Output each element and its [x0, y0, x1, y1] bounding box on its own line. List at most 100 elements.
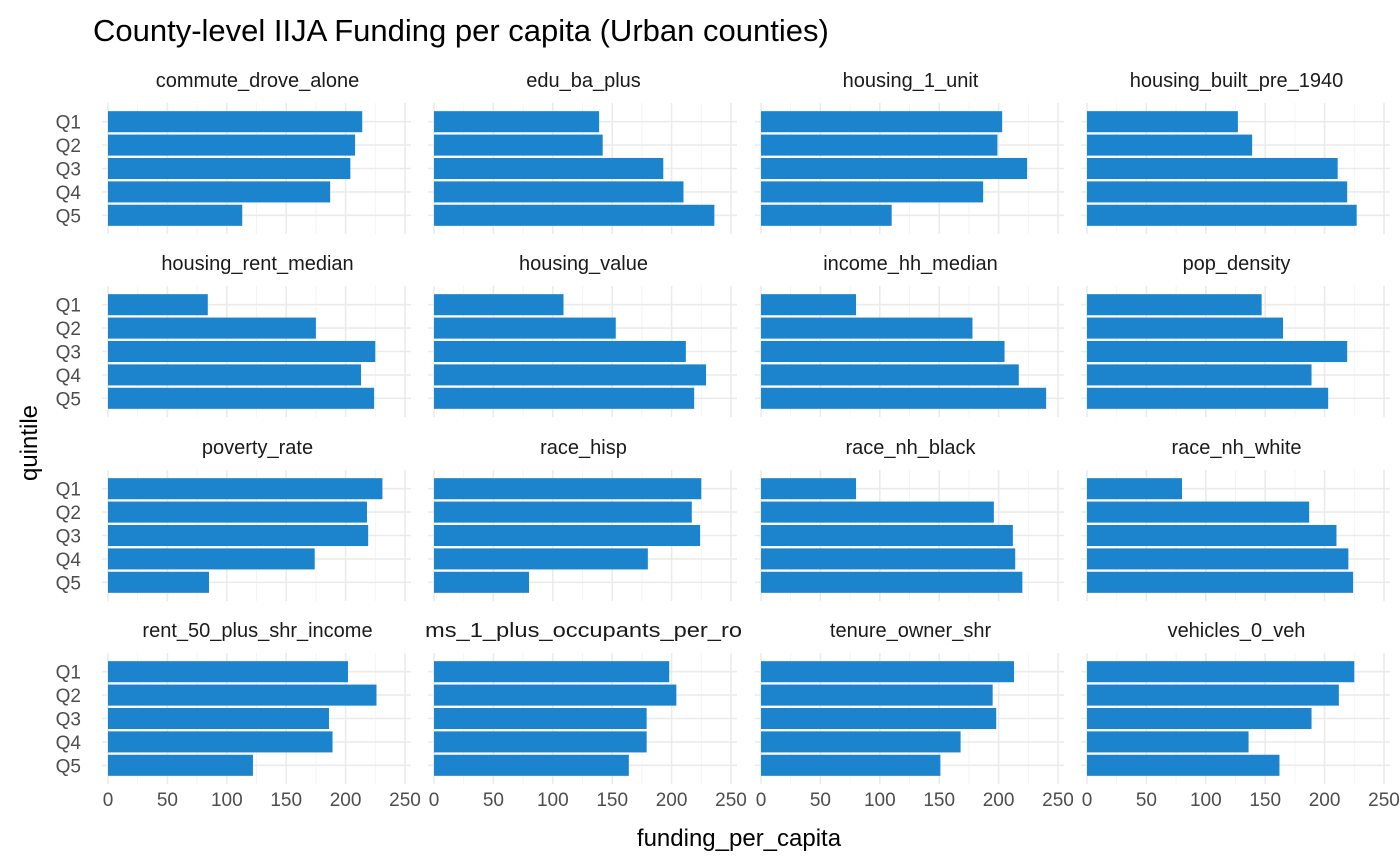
bar [434, 204, 715, 226]
y-tick-label: Q3 [56, 343, 81, 364]
facet-panel: housing_built_pre_1940 [1081, 70, 1390, 234]
x-tick-label: 0 [103, 790, 114, 811]
y-tick-label: Q1 [56, 480, 81, 501]
bar [1087, 340, 1348, 363]
facet-strip-label: income_hh_median [823, 253, 998, 275]
bar [434, 501, 692, 523]
facet-strip-label: housing_built_pre_1940 [1130, 70, 1344, 92]
facet-panel: housing_1_unit [755, 70, 1064, 234]
bar [108, 684, 377, 706]
bar [761, 340, 1005, 363]
bar [434, 340, 686, 363]
bar [108, 707, 329, 730]
x-tick-label: 0 [756, 790, 767, 811]
bar [108, 111, 363, 133]
x-axis-title: funding_per_capita [637, 825, 842, 852]
bar [761, 754, 941, 776]
bar [761, 134, 998, 156]
y-tick-label: Q3 [56, 710, 81, 731]
facet-panel: edu_ba_plus [428, 70, 737, 234]
x-tick-label: 50 [1136, 790, 1157, 811]
facet-strip-label: rent_50_plus_shr_income [142, 620, 372, 642]
bar [108, 340, 376, 363]
facet-panel: housing_value [428, 253, 737, 417]
bar [761, 294, 857, 316]
bar [108, 294, 208, 316]
x-tick-label: 100 [1190, 790, 1222, 811]
y-tick-label: Q3 [56, 527, 81, 548]
bar [1087, 524, 1337, 547]
facet-strip-label: housing_1_unit [843, 70, 979, 92]
x-tick-label: 250 [1368, 790, 1400, 811]
bar [434, 754, 629, 776]
x-tick-label: 200 [983, 790, 1015, 811]
bar [434, 478, 702, 500]
bar [761, 524, 1013, 547]
facet-strip-label: commute_drove_alone [156, 70, 359, 92]
bar [761, 157, 1028, 180]
bar [761, 317, 973, 339]
x-tick-label: 150 [1249, 790, 1281, 811]
bar [1087, 731, 1249, 753]
bar [108, 134, 356, 156]
x-tick-label: 50 [157, 790, 178, 811]
bar [108, 524, 369, 547]
facet-panel: race_nh_white [1081, 437, 1390, 601]
y-tick-label: Q2 [56, 136, 81, 157]
bar [1087, 134, 1253, 156]
facet-strip-label: ms_1_plus_occupants_per_ro [425, 620, 742, 642]
bar [108, 661, 348, 683]
bar [1087, 707, 1312, 730]
y-tick-label: Q5 [56, 756, 81, 777]
bar [108, 731, 333, 753]
bar [761, 478, 857, 500]
facet-strip-label: race_nh_white [1171, 437, 1301, 459]
bar [761, 661, 1015, 683]
y-tick-label: Q5 [56, 206, 81, 227]
bar [761, 684, 993, 706]
x-tick-label: 250 [389, 790, 421, 811]
bar [434, 294, 564, 316]
bar [434, 524, 701, 547]
x-tick-label: 200 [1309, 790, 1341, 811]
facet-strip-label: edu_ba_plus [526, 70, 641, 92]
x-tick-label: 250 [715, 790, 747, 811]
bar [761, 548, 1016, 570]
facet-panel: income_hh_median [755, 253, 1064, 417]
bar [108, 317, 316, 339]
bar [434, 181, 684, 203]
bar [1087, 501, 1310, 523]
bar [434, 548, 648, 570]
facet-panel: vehicles_0_veh 0 50 100 150 200 250 [1081, 620, 1400, 811]
bar [108, 478, 383, 500]
x-tick-label: 150 [923, 790, 955, 811]
facet-panel: race_hisp [428, 437, 737, 601]
x-tick-label: 100 [211, 790, 243, 811]
y-tick-label: Q1 [56, 296, 81, 317]
x-tick-label: 200 [330, 790, 362, 811]
bar [434, 111, 600, 133]
bar [434, 134, 603, 156]
bar [761, 181, 984, 203]
bar [1087, 111, 1238, 133]
y-tick-label: Q5 [56, 389, 81, 410]
bar [434, 731, 647, 753]
y-tick-label: Q1 [56, 113, 81, 134]
x-tick-label: 0 [1082, 790, 1093, 811]
bar [108, 754, 253, 776]
bar [1087, 754, 1280, 776]
bar [761, 707, 997, 730]
y-tick-label: Q2 [56, 503, 81, 524]
x-tick-label: 50 [810, 790, 831, 811]
facet-panel: pop_density [1081, 253, 1390, 417]
facet-strip-label: housing_value [519, 253, 648, 275]
facet-strip-label: race_nh_black [845, 437, 976, 459]
x-tick-label: 150 [596, 790, 628, 811]
bar [1087, 684, 1339, 706]
y-tick-label: Q4 [56, 733, 82, 754]
bar [1087, 157, 1338, 180]
x-tick-label: 250 [1042, 790, 1074, 811]
bar [761, 204, 892, 226]
